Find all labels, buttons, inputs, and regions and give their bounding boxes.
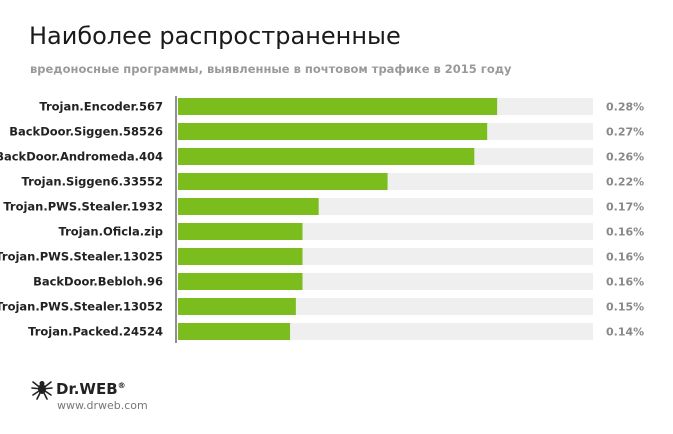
category-label: Trojan.Packed.24524 — [28, 325, 163, 339]
bar — [178, 148, 475, 165]
value-label: 0.16% — [606, 276, 644, 289]
value-label: 0.16% — [606, 226, 644, 239]
value-label: 0.17% — [606, 201, 644, 214]
bar — [178, 198, 319, 215]
chart-subtitle: вредоносные программы, выявленные в почт… — [30, 62, 512, 76]
category-label: Trojan.PWS.Stealer.13052 — [0, 300, 163, 314]
value-label: 0.27% — [606, 126, 644, 139]
brand-registered-mark: ® — [117, 381, 126, 390]
category-label: Trojan.PWS.Stealer.1932 — [3, 200, 163, 214]
brand-logo-text: Dr.WEB — [56, 380, 118, 398]
value-label: 0.14% — [606, 326, 644, 339]
bar — [178, 223, 303, 240]
category-label: BackDoor.Siggen.58526 — [9, 125, 163, 139]
category-label: Trojan.PWS.Stealer.13025 — [0, 250, 163, 264]
bar — [178, 298, 296, 315]
category-label: Trojan.Encoder.567 — [39, 100, 163, 114]
spider-icon — [31, 381, 53, 400]
brand-logo: Dr.WEB® — [56, 380, 126, 398]
value-label: 0.16% — [606, 251, 644, 264]
value-label: 0.26% — [606, 151, 644, 164]
chart-title: Наиболее распространенные — [29, 22, 401, 50]
bar — [178, 248, 303, 265]
bar — [178, 123, 488, 140]
bar — [178, 323, 291, 340]
category-label: Trojan.Siggen6.33552 — [22, 175, 163, 189]
bar — [178, 98, 498, 115]
value-label: 0.22% — [606, 176, 644, 189]
value-label: 0.28% — [606, 101, 644, 114]
bar — [178, 273, 303, 290]
brand-url: www.drweb.com — [57, 399, 148, 412]
bar — [178, 173, 388, 190]
value-label: 0.15% — [606, 301, 644, 314]
category-label: BackDoor.Andromeda.404 — [0, 150, 163, 164]
category-label: Trojan.Oficla.zip — [59, 225, 163, 239]
category-label: BackDoor.Bebloh.96 — [33, 275, 163, 289]
